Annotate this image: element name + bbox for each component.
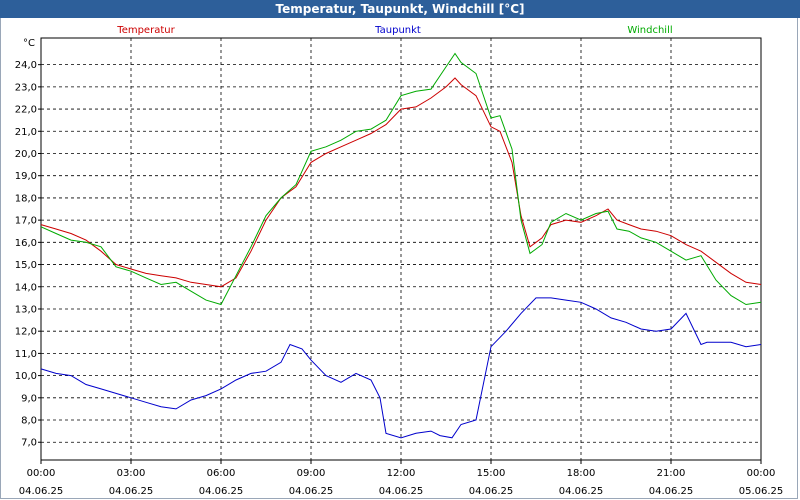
y-tick-label: 17,0	[15, 216, 37, 227]
y-tick-label: 13,0	[15, 304, 37, 315]
y-tick-label: 9,0	[21, 393, 37, 404]
x-tick-time-label: 09:00	[297, 468, 326, 479]
y-tick-label: 20,0	[15, 149, 37, 160]
y-tick-label: 18,0	[15, 193, 37, 204]
y-tick-label: 8,0	[21, 416, 37, 427]
x-tick-date-label: 04.06.25	[649, 486, 694, 497]
x-tick-date-label: 04.06.25	[199, 486, 244, 497]
y-axis-label: °C	[23, 38, 35, 49]
x-tick-date-label: 04.06.25	[289, 486, 334, 497]
y-tick-label: 7,0	[21, 438, 37, 449]
y-tick-label: 24,0	[15, 60, 37, 71]
x-tick-time-label: 00:00	[747, 468, 776, 479]
y-tick-label: 15,0	[15, 260, 37, 271]
series-line-temperatur	[40, 77, 762, 288]
x-tick-time-label: 06:00	[207, 468, 236, 479]
y-tick-label: 14,0	[15, 282, 37, 293]
x-tick-time-label: 00:00	[27, 468, 56, 479]
x-tick-time-label: 12:00	[387, 468, 416, 479]
x-tick-time-label: 18:00	[567, 468, 596, 479]
chart-panel: 7,0 8,0 9,0 10,0 11,0 12,0 13,0 14,0 15,0 16,0 17,…	[0, 18, 798, 499]
y-tick-label: 19,0	[15, 171, 37, 182]
y-tick-label: 21,0	[15, 127, 37, 138]
x-tick-time-label: 15:00	[477, 468, 506, 479]
legend-windchill: Windchill	[627, 25, 672, 36]
y-tick-label: 10,0	[15, 371, 37, 382]
x-tick-time-label: 03:00	[117, 468, 146, 479]
x-tick-date-label: 05.06.25	[739, 486, 784, 497]
x-tick-date-label: 04.06.25	[379, 486, 424, 497]
x-tick-time-label: 21:00	[657, 468, 686, 479]
y-tick-label: 23,0	[15, 82, 37, 93]
y-tick-label: 16,0	[15, 238, 37, 249]
legend-temperatur: Temperatur	[116, 25, 175, 36]
x-tick-date-label: 04.06.25	[559, 486, 604, 497]
y-tick-label: 22,0	[15, 105, 37, 116]
window-title: Temperatur, Taupunkt, Windchill [°C]	[0, 0, 800, 18]
legend-taupunkt: Taupunkt	[374, 25, 421, 36]
y-tick-label: 12,0	[15, 327, 37, 338]
y-tick-label: 11,0	[15, 349, 37, 360]
x-tick-date-label: 04.06.25	[469, 486, 514, 497]
series-line-windchill	[40, 52, 762, 306]
x-tick-date-label: 04.06.25	[109, 486, 154, 497]
line-chart: 7,0 8,0 9,0 10,0 11,0 12,0 13,0 14,0 15,0 16,0 17,…	[15, 25, 784, 497]
series-line-taupunkt	[40, 297, 762, 439]
x-tick-date-label: 04.06.25	[19, 486, 64, 497]
